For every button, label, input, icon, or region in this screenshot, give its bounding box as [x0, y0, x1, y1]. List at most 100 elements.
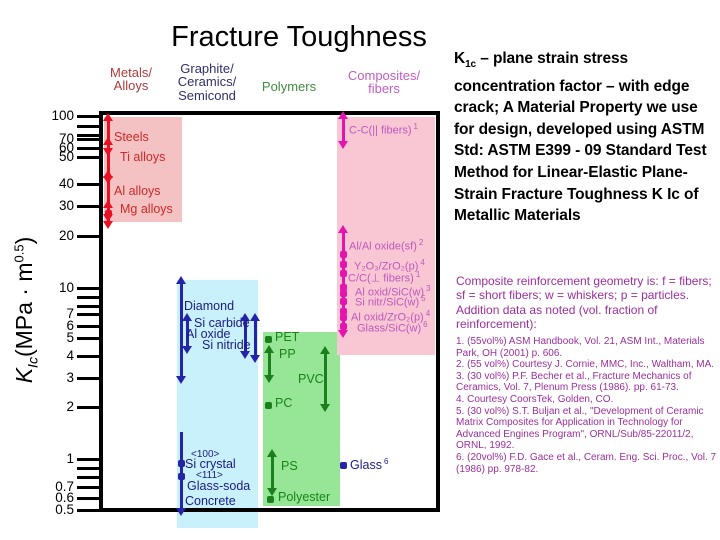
y-axis-tick: [77, 485, 102, 489]
header-line: Metals/: [110, 65, 152, 80]
material-label-mg-alloys: Mg alloys: [120, 202, 173, 217]
material-label-glass: Glass 6: [350, 456, 389, 472]
range-bar-si-carbide: [182, 312, 192, 355]
y-axis-tick: [77, 182, 102, 186]
y-axis-tick-label: 2: [66, 399, 74, 414]
y-axis-tick-label: 0.5: [55, 502, 74, 517]
y-axis-tick: [77, 234, 102, 238]
reference-superscript: 3: [426, 284, 431, 294]
column-header-metals: Metals/Alloys: [66, 66, 196, 93]
y-axis-tick-label: 70: [58, 131, 74, 146]
material-label-al-oxide: Al oxide: [186, 327, 231, 342]
reference-superscript: 1: [415, 270, 421, 280]
material-label-al-al-oxide-sf: Al/Al oxide(sf) 2: [349, 238, 424, 253]
arrowhead-up-icon: [103, 200, 113, 209]
references-list: 1. (55vol%) ASM Handbook, Vol. 21, ASM I…: [456, 336, 720, 475]
reference-item: 3. (30 vol%) P.F. Becher et al., Fractur…: [456, 370, 692, 394]
region-box-composites: [337, 117, 435, 355]
y-axis-tick: [77, 124, 102, 128]
material-label-c-c-fibers: C-C(|| fibers) 1: [349, 122, 418, 137]
y-axis-tick-label: 20: [58, 228, 74, 243]
y-axis-tick-label: 0.6: [55, 490, 74, 505]
arrowhead-down-icon: [182, 346, 192, 355]
arrowhead-down-icon: [240, 350, 250, 359]
marker-dot-al-al-oxide-sf: [339, 290, 347, 298]
header-line: Ceramics/: [177, 74, 237, 90]
y-axis-tick-label: 60: [58, 140, 74, 155]
material-label-pet: PET: [275, 330, 300, 345]
arrowhead-up-icon: [338, 225, 348, 234]
arrowhead-down-icon: [267, 487, 277, 496]
region-box-metals: [104, 117, 182, 222]
reference-superscript: 5: [421, 294, 426, 304]
material-label-c-c-fibers: C/C(⊥ fibers) 1: [348, 270, 421, 285]
arrowhead-down-icon: [338, 141, 348, 150]
arrowhead-down-icon: [176, 376, 186, 385]
arrowhead-up-icon: [240, 312, 250, 321]
arrowhead-up-icon: [103, 112, 113, 121]
kic-definition-note: K1c – plane strain stress concentration …: [454, 50, 707, 225]
y-axis-tick: [77, 204, 102, 208]
arrowhead-up-icon: [338, 111, 348, 119]
reference-superscript: 6: [423, 319, 428, 329]
marker-dot-al-al-oxide-sf: [339, 297, 347, 305]
reference-item: 4. Courtesy CoorsTek, Golden, CO.: [456, 393, 614, 405]
material-label-glass-soda: Glass-soda: [187, 478, 251, 493]
y-axis-tick: [77, 496, 102, 500]
arrowhead-up-icon: [264, 344, 274, 353]
material-label-si-nitride: Si nitride: [202, 337, 251, 352]
material-label-al-alloys: Al alloys: [114, 184, 161, 199]
material-label-pvc: PVC: [298, 372, 324, 387]
marker-dot-al-al-oxide-sf: [339, 314, 347, 322]
arrowhead-down-icon: [176, 507, 186, 516]
range-bar-al-oxide: [240, 312, 250, 359]
y-axis-tick-label: 10: [58, 280, 74, 295]
column-header-graphite: Graphite/Ceramics/Semicond: [142, 61, 272, 103]
material-label-100: <100>: [191, 448, 220, 460]
y-axis-tick-label: 7: [66, 306, 74, 321]
range-bar-al-al-oxide-sf: [338, 225, 348, 338]
y-axis-line: [99, 111, 103, 512]
material-label-ps: PS: [281, 459, 298, 474]
range-bar-si-nitride: [250, 312, 260, 364]
material-label-concrete: Concrete: [185, 493, 236, 508]
arrowhead-down-icon: [320, 403, 330, 412]
range-bar-ps: [267, 449, 277, 496]
y-axis-tick-label: 3: [66, 370, 74, 385]
arrowhead-up-icon: [176, 275, 186, 284]
header-line: Composites/: [347, 68, 421, 83]
y-axis-tick: [77, 137, 102, 141]
reference-superscript: 6: [383, 456, 389, 466]
material-label-si-nitr-sic-w: Si nitr/SiC(w) 5: [355, 294, 426, 309]
y-axis-tick: [77, 304, 102, 308]
marker-dot-al-al-oxide-sf: [339, 323, 347, 331]
range-bar-diamond: [176, 275, 186, 385]
arrowhead-up-icon: [267, 449, 277, 458]
y-axis-tick-label: 6: [66, 318, 74, 333]
marker-dot-al-al-oxide-sf: [339, 250, 347, 258]
range-bar-c-c-fibers: [338, 111, 348, 150]
arrowhead-up-icon: [320, 346, 330, 355]
marker-dot-111: [177, 473, 185, 481]
marker-dot-al-al-oxide-sf: [339, 284, 347, 292]
y-axis-tick: [77, 405, 102, 409]
y-axis-tick: [77, 457, 102, 461]
column-header-composites: Composites/fibers: [319, 69, 449, 96]
arrowhead-down-icon: [338, 329, 348, 338]
y-axis-tick-label: 4: [66, 348, 74, 363]
range-bar-concrete: [176, 432, 186, 516]
marker-dot-polyester: [266, 495, 274, 503]
reference-item: 2. (55 vol%) Courtesy J. Cornie, MMC, In…: [456, 359, 715, 371]
marker-dot-al-al-oxide-sf: [339, 270, 347, 278]
reference-superscript: 1: [413, 122, 418, 132]
y-axis-tick: [77, 354, 102, 358]
chart-bottom-border: [99, 508, 440, 512]
arrowhead-down-icon: [103, 221, 113, 230]
reference-superscript: 4: [425, 308, 431, 318]
header-line: Graphite/: [180, 61, 234, 76]
y-axis-tick: [77, 336, 102, 340]
material-label-steels: Steels: [114, 129, 149, 144]
material-label-y-o-zro-p: Y₂O₃/ZrO₂(p) 4: [354, 258, 425, 273]
material-label-al-oxid-zro-p: Al oxid/ZrO₂(p) 4: [351, 308, 431, 324]
